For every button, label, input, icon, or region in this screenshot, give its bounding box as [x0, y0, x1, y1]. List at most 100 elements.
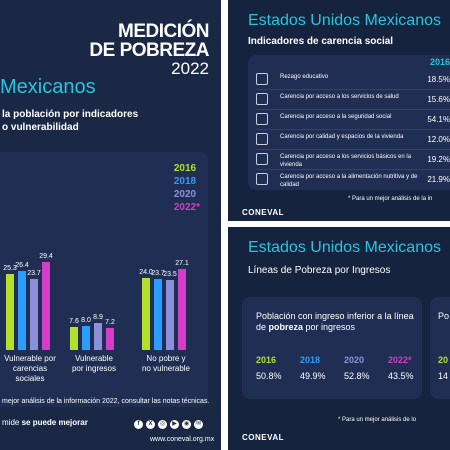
second-card-text: Po [438, 311, 450, 321]
bars-area: 25.3 26.4 23.7 29.4 Vulnerable por carencias … [0, 152, 208, 383]
slogan-bold: se puede mejorar [21, 418, 88, 427]
website-link[interactable]: www.coneval.org.mx [150, 436, 215, 443]
instagram-icon[interactable]: ◎ [158, 420, 167, 429]
youtube-icon[interactable]: ▶ [170, 420, 179, 429]
indicator-label: Carencia por acceso a la seguridad socia… [280, 114, 392, 120]
facebook-icon[interactable]: f [134, 420, 143, 429]
indicator-row: Carencia por acceso a la seguridad socia… [248, 109, 450, 130]
indicator-row: Rezago educativo 18.5% [248, 69, 450, 90]
row-divider [256, 109, 450, 110]
indicator-label: Carencia por acceso a la alimentación nu… [280, 174, 418, 188]
year-2016: 2016 [256, 355, 277, 365]
coneval-logo-bottom: CONEVAL [242, 433, 285, 442]
year-2018: 2018 [300, 355, 321, 365]
bar-label-2018-2: 23.7 [151, 269, 165, 277]
bar-label-2020-1: 8.9 [93, 314, 103, 322]
indicator-value: 54.1% [427, 115, 450, 124]
left-title: Mexicanos [0, 76, 96, 98]
indicators-table: 2016 Rezago educativo 18.5% Carencia por a… [248, 55, 450, 190]
row-divider [256, 169, 450, 170]
tr-title: Estados Unidos Mexicanos [248, 12, 441, 29]
row-divider [256, 89, 450, 90]
social-security-icon [256, 113, 268, 125]
top-right-panel: Estados Unidos Mexicanos Indicadores de … [228, 0, 450, 221]
second-card-year: 20 [438, 355, 449, 365]
bar-2022-1 [106, 328, 114, 350]
indicator-row: Carencia por calidad y espacios de la vi… [248, 129, 450, 150]
indicator-row: Carencia por acceso a la alimentación nu… [248, 169, 450, 190]
chart-legend: 2016 2018 2020 2022* [174, 162, 200, 214]
basic-services-icon [256, 153, 268, 165]
brand-line1: MEDICIÓN [118, 21, 209, 42]
slogan: mide se puede mejorar [2, 418, 88, 427]
indicator-row: Carencia por acceso a los servicios bási… [248, 149, 450, 170]
bar-2020-2 [166, 279, 174, 350]
bar-label-2016-1: 7.6 [69, 318, 79, 326]
left-subtitle: la población por indicadores o vulnerabi… [2, 108, 138, 134]
bar-label-2022-0: 29.4 [39, 252, 53, 260]
brand-logo: MEDICIÓN DE POBREZA 2022 [89, 22, 209, 78]
bar-2018-2 [154, 278, 162, 350]
second-card-value: 14 [438, 371, 449, 381]
category-label-1: Vulnerable por ingresos [71, 354, 117, 373]
indicator-value: 21.9% [427, 175, 450, 184]
bar-2016-0 [6, 274, 14, 350]
bar-2018-1 [82, 326, 90, 350]
indicator-value: 15.6% [427, 95, 450, 104]
poverty-line-card: Población con ingreso inferior a la líne… [242, 297, 422, 399]
housing-icon [256, 133, 268, 145]
bar-2018-0 [18, 270, 26, 350]
value-2022: 43.5% [388, 371, 414, 381]
poverty-line-text: Población con ingreso inferior a la líne… [256, 311, 416, 333]
bar-label-2016-2: 24.0 [139, 269, 153, 276]
category-label-2: No pobre y no vulnerable [141, 354, 191, 373]
indicator-label: Carencia por acceso a los servicios de s… [280, 94, 399, 100]
year-2022: 2022* [388, 355, 412, 365]
br-footnote: * Para un mejor análisis de lo [338, 417, 417, 423]
legend-2020: 2020 [173, 189, 197, 200]
email-icon[interactable]: ✉ [194, 420, 203, 429]
value-2016: 50.8% [256, 371, 282, 381]
bar-chart-card: 2016 2018 2020 2022* 25.3 26.4 23.7 29.4 Vul… [0, 152, 208, 407]
left-subtitle-line2: o vulnerabilidad [2, 122, 79, 133]
br-subtitle: Líneas de Pobreza por Ingresos [248, 265, 391, 276]
food-icon [256, 173, 268, 185]
table-year-header: 2016 [429, 57, 450, 67]
podcast-icon[interactable]: ◉ [182, 420, 191, 429]
br-title: Estados Unidos Mexicanos [248, 239, 441, 256]
bar-label-2022-2: 27.1 [175, 259, 189, 267]
bar-2020-1 [94, 323, 102, 350]
bar-label-2018-0: 26.4 [15, 261, 29, 269]
bar-label-2018-1: 8.0 [81, 317, 91, 324]
indicator-value: 12.0% [427, 135, 450, 144]
indicator-value: 19.2% [427, 155, 450, 164]
tr-subtitle: Indicadores de carencia social [248, 36, 394, 47]
value-2018: 49.9% [300, 371, 326, 381]
legend-2016: 2016 [173, 163, 197, 174]
bar-2016-1 [70, 327, 78, 350]
indicator-row: Carencia por acceso a los servicios de s… [248, 89, 450, 110]
left-subtitle-line1: la población por indicadores [2, 109, 139, 120]
indicator-value: 18.5% [427, 75, 450, 84]
legend-2022: 2022* [173, 202, 200, 213]
bar-2022-0 [42, 261, 50, 350]
bar-label-2016-0: 25.3 [3, 265, 17, 273]
slogan-pre: mide [2, 418, 20, 427]
bar-label-2022-1: 7.2 [105, 319, 115, 327]
health-icon [256, 93, 268, 105]
brand-year: 2022 [171, 59, 209, 78]
bar-label-2020-0: 23.7 [27, 269, 41, 277]
left-panel: MEDICIÓN DE POBREZA 2022 Mexicanos la po… [0, 0, 221, 450]
second-card: Po 20 14 [430, 297, 450, 399]
tr-footnote: * Para un mejor análisis de la in [348, 196, 433, 202]
education-icon [256, 73, 268, 85]
poverty-text-bold: pobreza [268, 322, 304, 332]
social-icons: f X ◎ ▶ ◉ ✉ [134, 420, 203, 429]
value-2020: 52.8% [344, 371, 370, 381]
bottom-right-panel: Estados Unidos Mexicanos Líneas de Pobre… [228, 227, 450, 450]
row-divider [256, 129, 450, 130]
row-divider [256, 149, 450, 150]
x-icon[interactable]: X [146, 420, 155, 429]
legend-2018: 2018 [173, 176, 197, 187]
indicator-label: Carencia por acceso a los servicios bási… [280, 154, 412, 168]
